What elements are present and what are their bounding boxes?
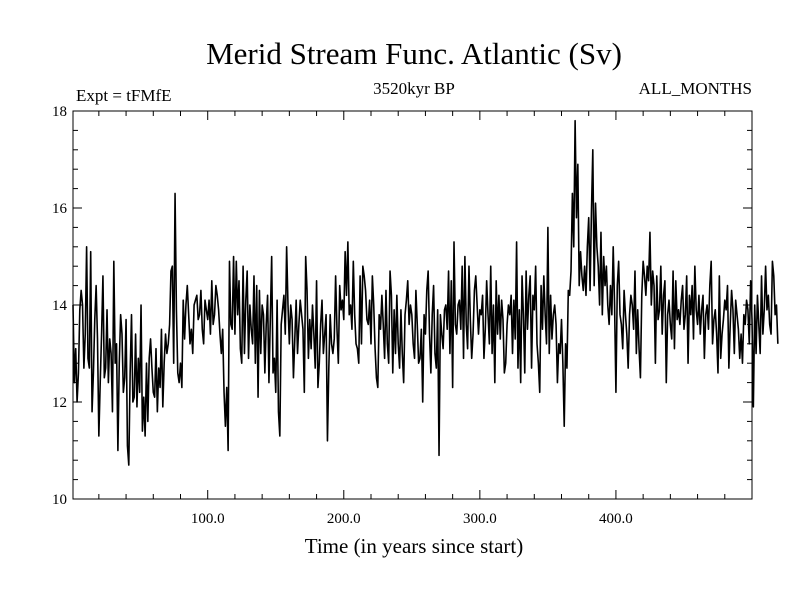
chart-title: Merid Stream Func. Atlantic (Sv) <box>206 36 622 71</box>
x-tick-label: 200.0 <box>327 511 361 527</box>
y-tick-label: 16 <box>52 201 68 217</box>
y-tick-label: 10 <box>52 492 67 508</box>
y-tick-label: 12 <box>52 395 67 411</box>
plot-frame <box>72 110 753 500</box>
series-line <box>72 119 779 466</box>
y-tick-label: 18 <box>52 104 67 120</box>
experiment-label: Expt = tFMfE <box>76 86 172 105</box>
x-axis: 100.0 200.0 300.0 400.0 <box>98 111 753 527</box>
x-axis-label: Time (in years since start) <box>305 534 524 558</box>
y-tick-label: 14 <box>52 298 68 314</box>
months-label: ALL_MONTHS <box>639 79 752 98</box>
x-tick-label: 300.0 <box>463 511 497 527</box>
period-label: 3520kyr BP <box>373 79 455 98</box>
x-tick-label: 100.0 <box>191 511 225 527</box>
x-tick-label: 400.0 <box>599 511 633 527</box>
series-group <box>72 119 779 466</box>
